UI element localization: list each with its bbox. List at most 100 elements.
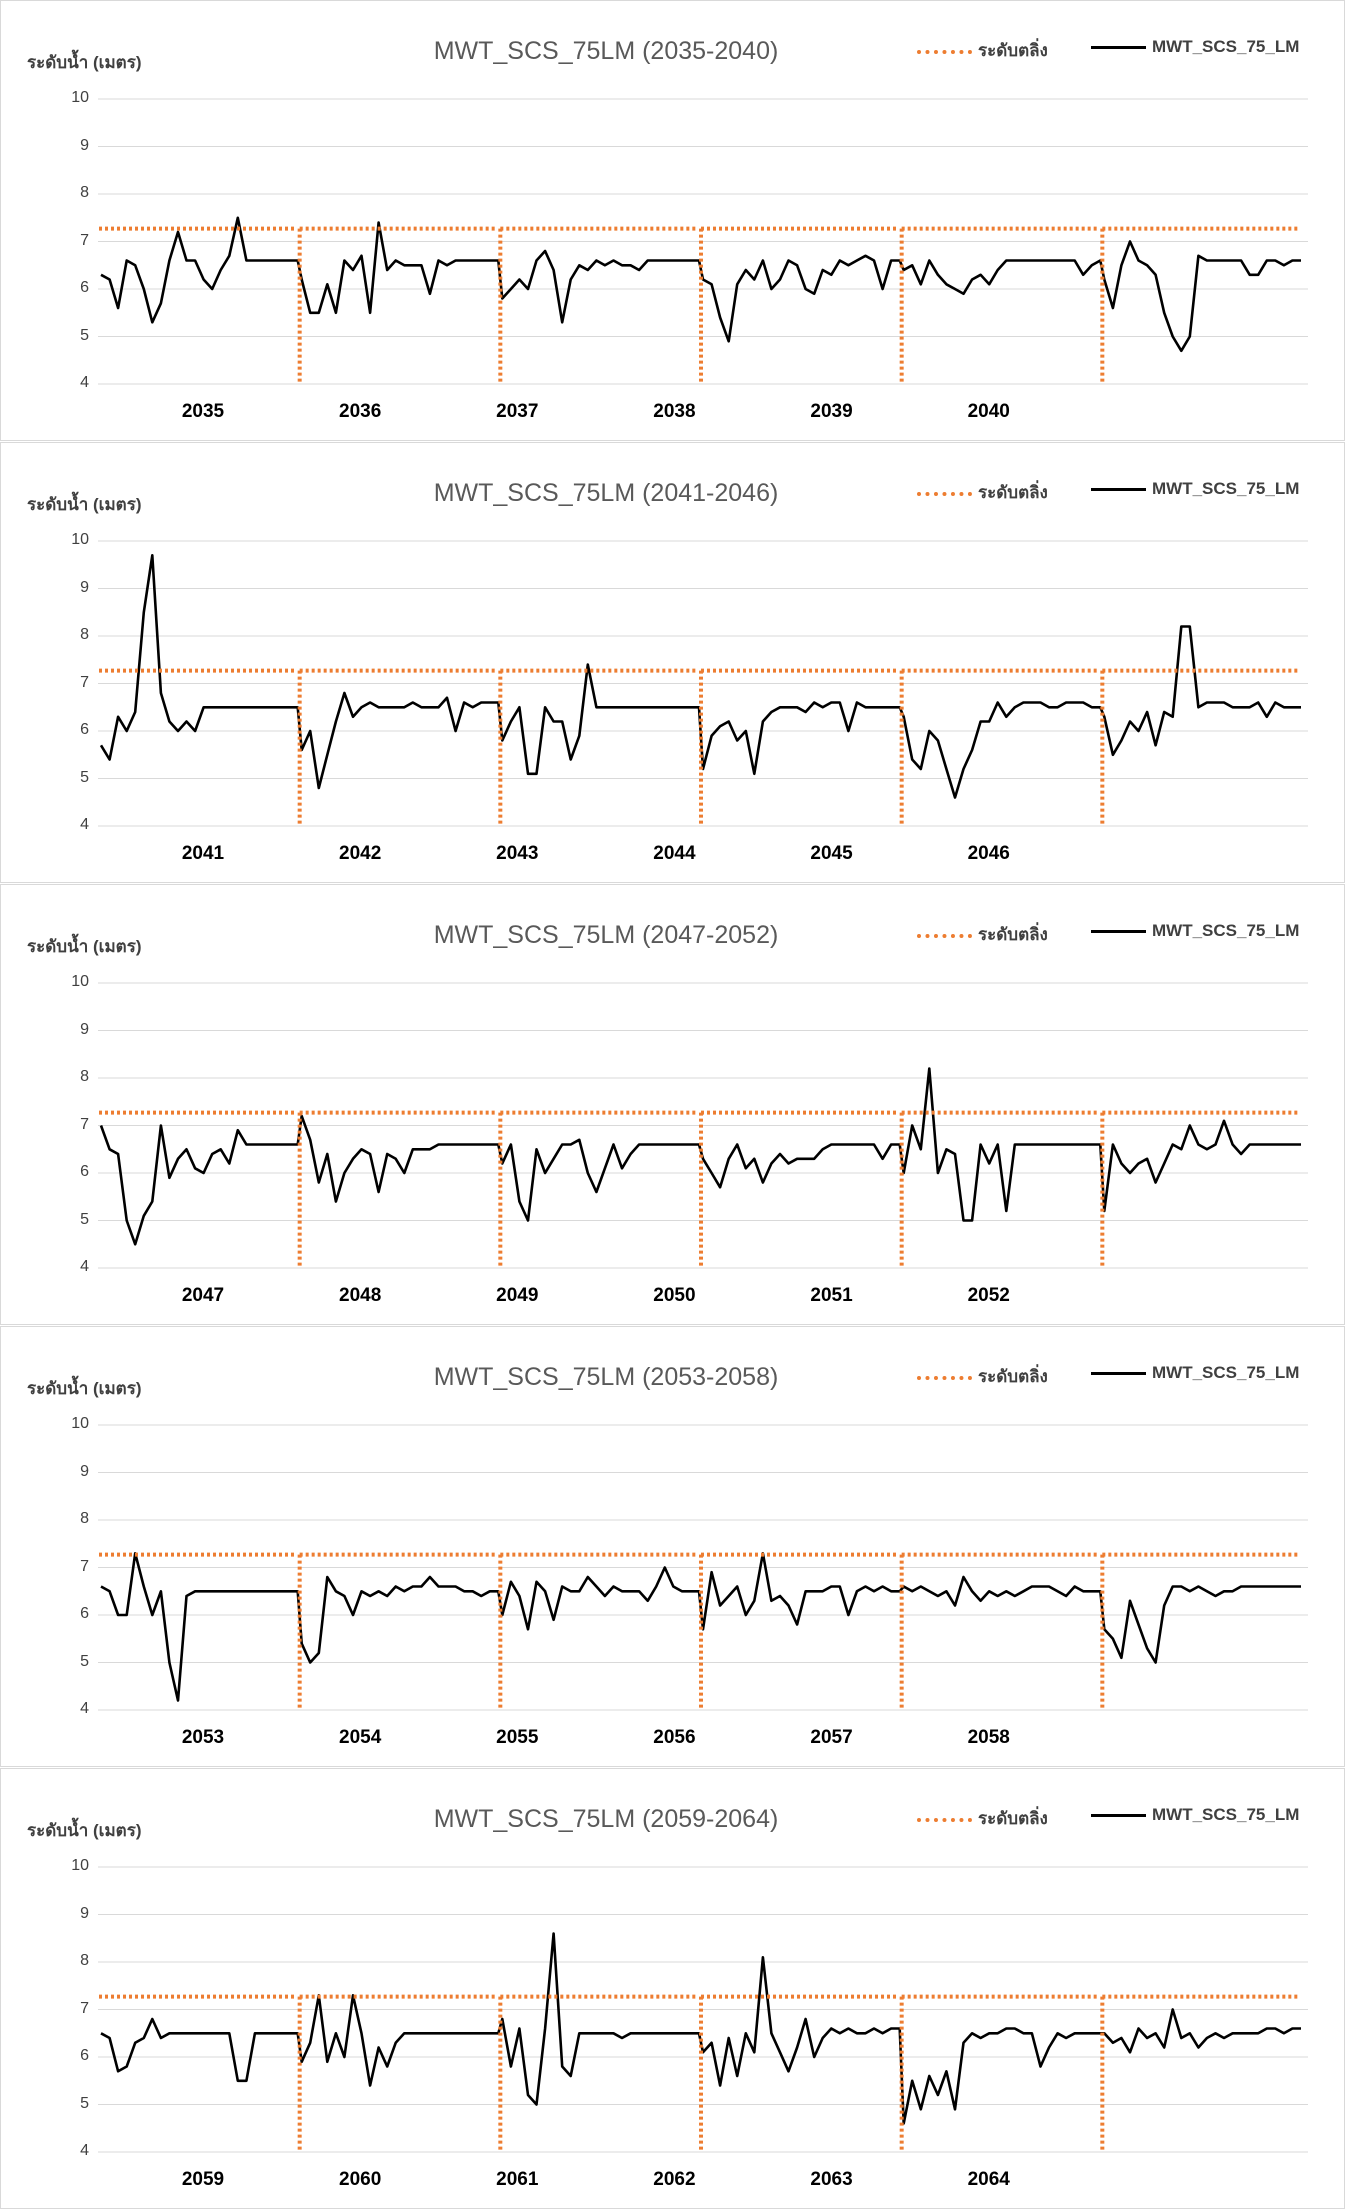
x-tick-label: 2038 [653,401,696,422]
x-tick-label: 2045 [810,843,853,864]
legend-series: MWT_SCS_75_LM [1091,479,1299,499]
y-tick-label: 7 [80,673,89,691]
y-tick-label: 8 [80,1510,89,1527]
x-tick-label: 2054 [339,1727,382,1748]
y-tick-label: 10 [71,1857,89,1874]
y-tick-label: 4 [80,1258,89,1275]
y-tick-label: 7 [80,1557,89,1575]
y-tick-label: 4 [80,2142,89,2159]
x-tick-label: 2044 [653,843,696,864]
x-tick-label: 2052 [967,1285,1010,1306]
y-tick-label: 4 [80,374,89,391]
x-tick-label: 2039 [810,401,853,422]
legend-series-label: MWT_SCS_75_LM [1152,37,1300,56]
x-tick-label: 2056 [653,1727,696,1748]
legend-threshold: ระดับตลิ่ง [917,1805,1048,1832]
x-tick-label: 2057 [810,1727,853,1748]
legend-threshold: ระดับตลิ่ง [917,37,1048,64]
y-tick-label: 10 [71,1415,89,1432]
chart-title: MWT_SCS_75LM (2041-2046) [433,479,779,507]
legend-threshold: ระดับตลิ่ง [917,921,1048,948]
legend-series-swatch [1091,930,1146,934]
y-tick-label: 7 [80,1115,89,1133]
series-line [100,216,1301,353]
x-tick-label: 2049 [496,1285,539,1306]
y-tick-label: 10 [71,89,89,106]
legend-series-swatch [1091,1814,1146,1818]
x-tick-label: 2041 [181,843,225,864]
y-tick-label: 5 [80,2094,89,2112]
chart-title: MWT_SCS_75LM (2035-2040) [433,37,779,65]
y-tick-label: 6 [80,279,89,296]
legend-series: MWT_SCS_75_LM [1091,37,1299,57]
x-tick-label: 2037 [496,401,539,422]
y-tick-label: 5 [80,768,89,786]
chart-plot [98,1866,1308,2153]
legend-series-swatch [1091,1372,1146,1376]
x-tick-label: 2050 [653,1285,696,1306]
x-tick-label: 2063 [810,2169,853,2190]
y-tick-label: 5 [80,1210,89,1228]
x-tick-label: 2036 [339,401,382,422]
y-tick-label: 9 [80,136,89,154]
y-tick-label: 7 [80,1999,89,2017]
x-tick-label: 2055 [496,1727,539,1748]
y-axis-label: ระดับน้ำ (เมตร) [27,53,142,72]
chart-plot [98,540,1308,827]
y-tick-label: 10 [71,973,89,990]
x-tick-label: 2048 [339,1285,382,1306]
y-tick-label: 6 [80,1605,89,1622]
legend-threshold-label: ระดับตลิ่ง [978,41,1048,60]
y-tick-label: 5 [80,1652,89,1670]
legend-series-label: MWT_SCS_75_LM [1152,921,1300,940]
chart-title: MWT_SCS_75LM (2047-2052) [433,921,779,949]
legend-series-label: MWT_SCS_75_LM [1152,1363,1300,1382]
chart-panel: 4 5 6 7 8 9 10 2053 2054 2055 2056 2057 2058 MWT_SCS_… [0,1326,1345,1767]
chart-plot [98,1424,1308,1711]
legend-series: MWT_SCS_75_LM [1091,921,1299,941]
y-tick-label: 6 [80,1163,89,1180]
y-tick-label: 8 [80,626,89,643]
y-tick-label: 8 [80,1952,89,1969]
chart-title: MWT_SCS_75LM (2053-2058) [433,1363,779,1391]
chart-panel: 4 5 6 7 8 9 10 2059 2060 2061 2062 2063 2064 MWT_SCS_… [0,1768,1345,2209]
y-tick-label: 8 [80,1068,89,1085]
chart-panel: 4 5 6 7 8 9 10 2047 2048 2049 2050 2051 2052 MWT_SCS_… [0,884,1345,1325]
y-tick-label: 9 [80,1904,89,1922]
y-tick-label: 6 [80,721,89,738]
y-tick-label: 6 [80,2047,89,2064]
y-axis-label: ระดับน้ำ (เมตร) [27,937,142,956]
legend-threshold-swatch [917,1817,972,1822]
x-tick-label: 2051 [810,1285,853,1306]
x-tick-label: 2042 [339,843,382,864]
chart-panel: 4 5 6 7 8 9 10 2041 2042 2043 2044 2045 2046 MWT_SCS_… [0,442,1345,883]
x-tick-label: 2047 [181,1285,225,1306]
x-tick-label: 2059 [181,2169,225,2190]
legend-threshold-label: ระดับตลิ่ง [978,1809,1048,1828]
y-axis-label: ระดับน้ำ (เมตร) [27,1821,142,1840]
y-tick-label: 8 [80,184,89,201]
legend-series-label: MWT_SCS_75_LM [1152,1805,1300,1824]
legend-series: MWT_SCS_75_LM [1091,1363,1299,1383]
legend-threshold-label: ระดับตลิ่ง [978,1367,1048,1386]
y-tick-label: 7 [80,231,89,249]
legend-threshold-label: ระดับตลิ่ง [978,925,1048,944]
chart-panel: 4 5 6 7 8 9 10 2035 2036 2037 2038 2039 2040 MWT_SCS_… [0,0,1345,441]
y-tick-label: 9 [80,578,89,596]
y-tick-label: 10 [71,531,89,548]
chart-title: MWT_SCS_75LM (2059-2064) [433,1805,779,1833]
legend-series: MWT_SCS_75_LM [1091,1805,1299,1825]
x-tick-label: 2060 [339,2169,382,2190]
x-tick-label: 2064 [967,2169,1010,2190]
x-tick-label: 2062 [653,2169,696,2190]
x-tick-label: 2043 [496,843,539,864]
legend-series-swatch [1091,488,1146,492]
legend-threshold-label: ระดับตลิ่ง [978,483,1048,502]
x-tick-label: 2061 [496,2169,539,2190]
y-tick-label: 5 [80,326,89,344]
y-tick-label: 4 [80,816,89,833]
legend-series-swatch [1091,46,1146,50]
x-tick-label: 2035 [181,401,225,422]
x-tick-label: 2046 [967,843,1010,864]
legend-threshold-swatch [917,933,972,938]
